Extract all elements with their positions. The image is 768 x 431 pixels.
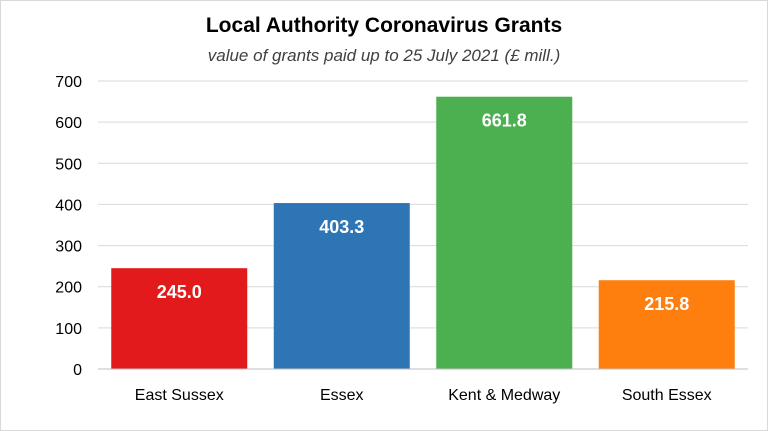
- bar-2: [273, 203, 410, 369]
- y-tick-label-700: 700: [55, 74, 82, 91]
- bar-1: [111, 268, 248, 369]
- y-tick-label-0: 0: [73, 362, 82, 379]
- y-tick-label-300: 300: [55, 239, 82, 256]
- y-tick-label-400: 400: [55, 197, 82, 214]
- x-tick-label-2: Essex: [320, 387, 364, 404]
- x-axis: East Sussex Essex Kent & Medway South Essex: [98, 368, 748, 404]
- bar-3: [436, 96, 573, 370]
- data-label-2: 403.3: [319, 217, 364, 237]
- chart-title: Local Authority Coronavirus Grants: [205, 14, 563, 37]
- x-tick-label-1: East Sussex: [135, 387, 224, 404]
- data-label-1: 245.0: [157, 282, 202, 302]
- data-label-3: 661.8: [482, 111, 527, 131]
- bar-4: [598, 280, 735, 369]
- bars: 245.0 403.3 661.8 215.8: [111, 96, 735, 370]
- y-tick-label-600: 600: [55, 115, 82, 132]
- y-tick-label-500: 500: [55, 156, 82, 173]
- data-label-4: 215.8: [644, 294, 689, 314]
- x-tick-label-3: Kent & Medway: [448, 387, 560, 404]
- y-tick-label-200: 200: [55, 280, 82, 297]
- x-tick-label-4: South Essex: [622, 387, 712, 404]
- y-axis: 0 100 200 300 400 500 600 700: [55, 74, 82, 379]
- y-tick-label-100: 100: [55, 321, 82, 338]
- chart-subtitle: value of grants paid up to 25 July 2021 …: [207, 46, 561, 65]
